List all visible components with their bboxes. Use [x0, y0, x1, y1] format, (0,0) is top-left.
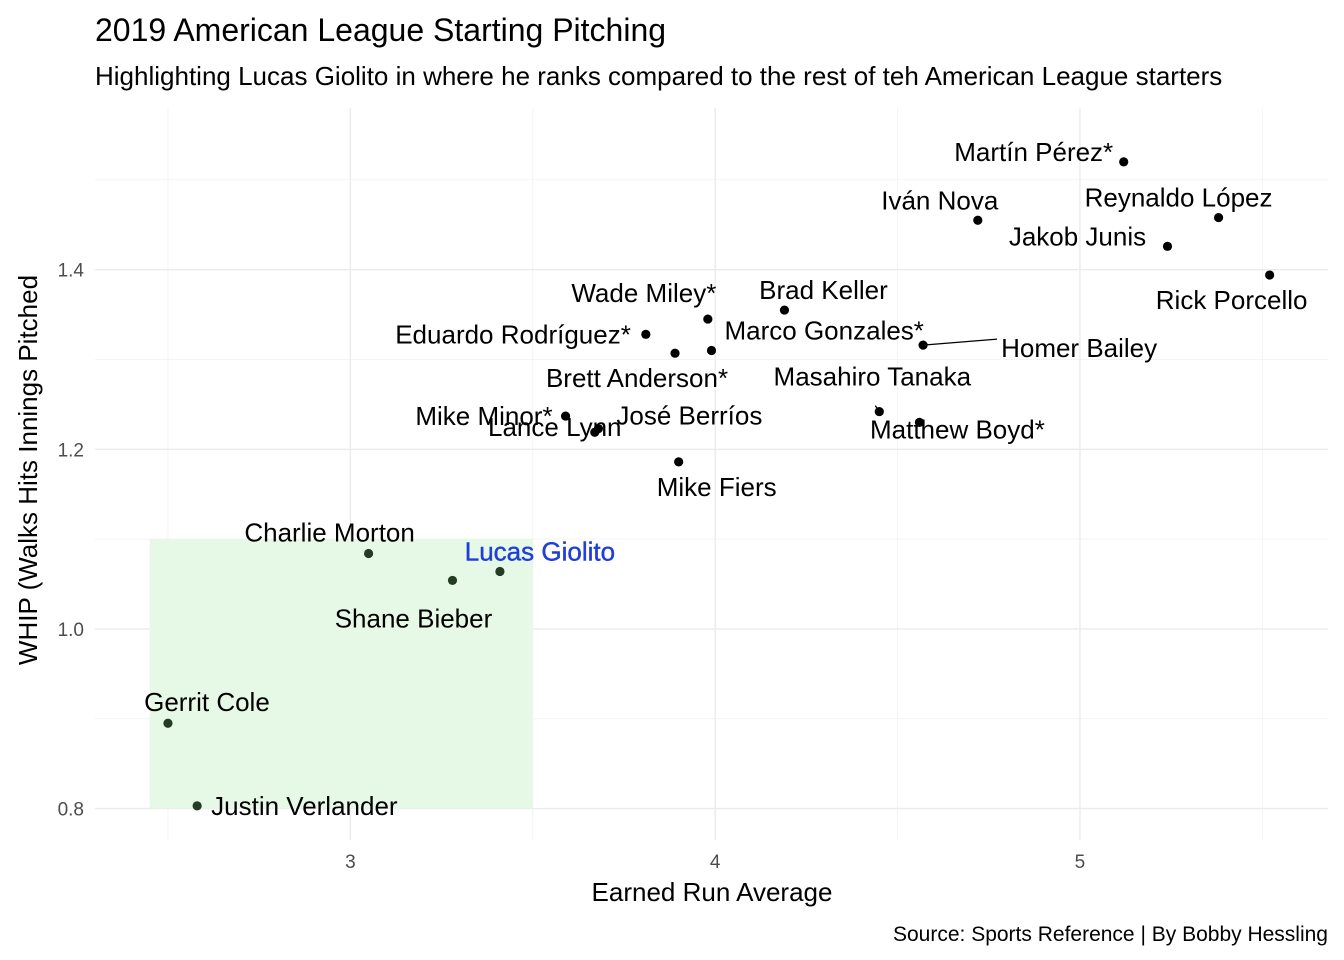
data-point-marco-gonzales — [706, 345, 717, 356]
data-point-masahiro-tanaka — [874, 406, 884, 417]
data-point-shane-bieber — [447, 575, 458, 586]
point-label-shane-bieber: Shane Bieber — [335, 603, 493, 633]
x-tick-label: 5 — [1075, 852, 1086, 873]
point-label-rick-porcello: Rick Porcello — [1156, 285, 1308, 315]
leader-line-homer-bailey — [923, 338, 998, 346]
point-label-lance-lynn: Lance Lynn — [488, 412, 621, 442]
x-axis-title: Earned Run Average — [592, 877, 833, 907]
point-label-brad-keller: Brad Keller — [759, 275, 888, 305]
data-point-reynaldo-lopez — [1213, 212, 1224, 223]
point-label-martin-perez: Martín Pérez* — [954, 137, 1113, 167]
data-point-martin-perez — [1119, 157, 1129, 167]
point-label-matthew-boyd: Matthew Boyd* — [870, 414, 1045, 444]
data-point-ivan-nova — [973, 215, 983, 225]
source-caption: Source: Sports Reference | By Bobby Hess… — [893, 923, 1328, 946]
data-point-mike-minor — [560, 411, 571, 421]
chart-title: 2019 American League Starting Pitching — [95, 12, 666, 48]
point-label-jakob-junis: Jakob Junis — [1009, 221, 1146, 251]
data-point-matthew-boyd — [914, 417, 925, 427]
point-label-mike-minor: Mike Minor* — [415, 401, 552, 431]
data-point-mike-fiers — [674, 457, 684, 467]
y-axis-title: WHIP (Walks Hits Innings Pitched — [13, 275, 43, 665]
y-tick-label: 0.8 — [58, 800, 84, 821]
data-point-jakob-junis — [1162, 241, 1173, 251]
point-label-lucas-giolito: Lucas Giolito — [465, 536, 615, 566]
point-label-brett-anderson: Brett Anderson* — [546, 363, 728, 393]
highlight-region — [149, 539, 533, 809]
axis-ticks: 3 4 5 0.8 1.0 1.2 1.4 — [58, 261, 1086, 873]
data-point-lucas-giolito — [495, 566, 505, 577]
data-point-homer-bailey — [918, 340, 928, 350]
data-point-brett-anderson — [670, 348, 680, 358]
point-label-gerrit-cole: Gerrit Cole — [144, 687, 270, 717]
data-point-wade-miley — [703, 314, 713, 324]
y-tick-label: 1.2 — [58, 440, 84, 461]
point-label-homer-bailey: Homer Bailey — [1001, 333, 1157, 363]
data-points — [163, 157, 1275, 811]
x-tick-label: 3 — [345, 852, 356, 873]
chart-subtitle: Highlighting Lucas Giolito in where he r… — [95, 61, 1222, 91]
y-tick-label: 1.0 — [58, 620, 84, 641]
point-label-charlie-morton: Charlie Morton — [244, 517, 415, 547]
point-label-ivan-nova: Iván Nova — [881, 185, 999, 215]
point-label-jose-berrios: José Berríos — [616, 401, 762, 431]
point-labels: Martín Pérez* Iván Nova Reynaldo López Jako… — [144, 137, 1307, 821]
data-point-eduardo-rodriguez — [641, 329, 651, 339]
data-point-gerrit-cole — [163, 718, 173, 728]
data-point-rick-porcello — [1265, 270, 1275, 280]
data-point-brad-keller — [779, 305, 790, 315]
point-label-marco-gonzales: Marco Gonzales* — [725, 316, 924, 346]
point-label-wade-miley: Wade Miley* — [571, 278, 716, 308]
point-label-eduardo-rodriguez: Eduardo Rodríguez* — [395, 319, 631, 349]
y-tick-label: 1.4 — [58, 261, 85, 282]
data-point-lance-lynn — [590, 427, 600, 437]
point-label-mike-fiers: Mike Fiers — [657, 472, 777, 502]
data-point-charlie-morton — [363, 548, 374, 559]
point-label-justin-verlander: Justin Verlander — [211, 791, 398, 821]
x-tick-label: 4 — [710, 852, 721, 873]
point-label-reynaldo-lopez: Reynaldo López — [1085, 183, 1273, 213]
data-point-justin-verlander — [192, 801, 202, 811]
highlight-region-layer — [149, 539, 533, 809]
point-label-masahiro-tanaka: Masahiro Tanaka — [774, 362, 972, 392]
